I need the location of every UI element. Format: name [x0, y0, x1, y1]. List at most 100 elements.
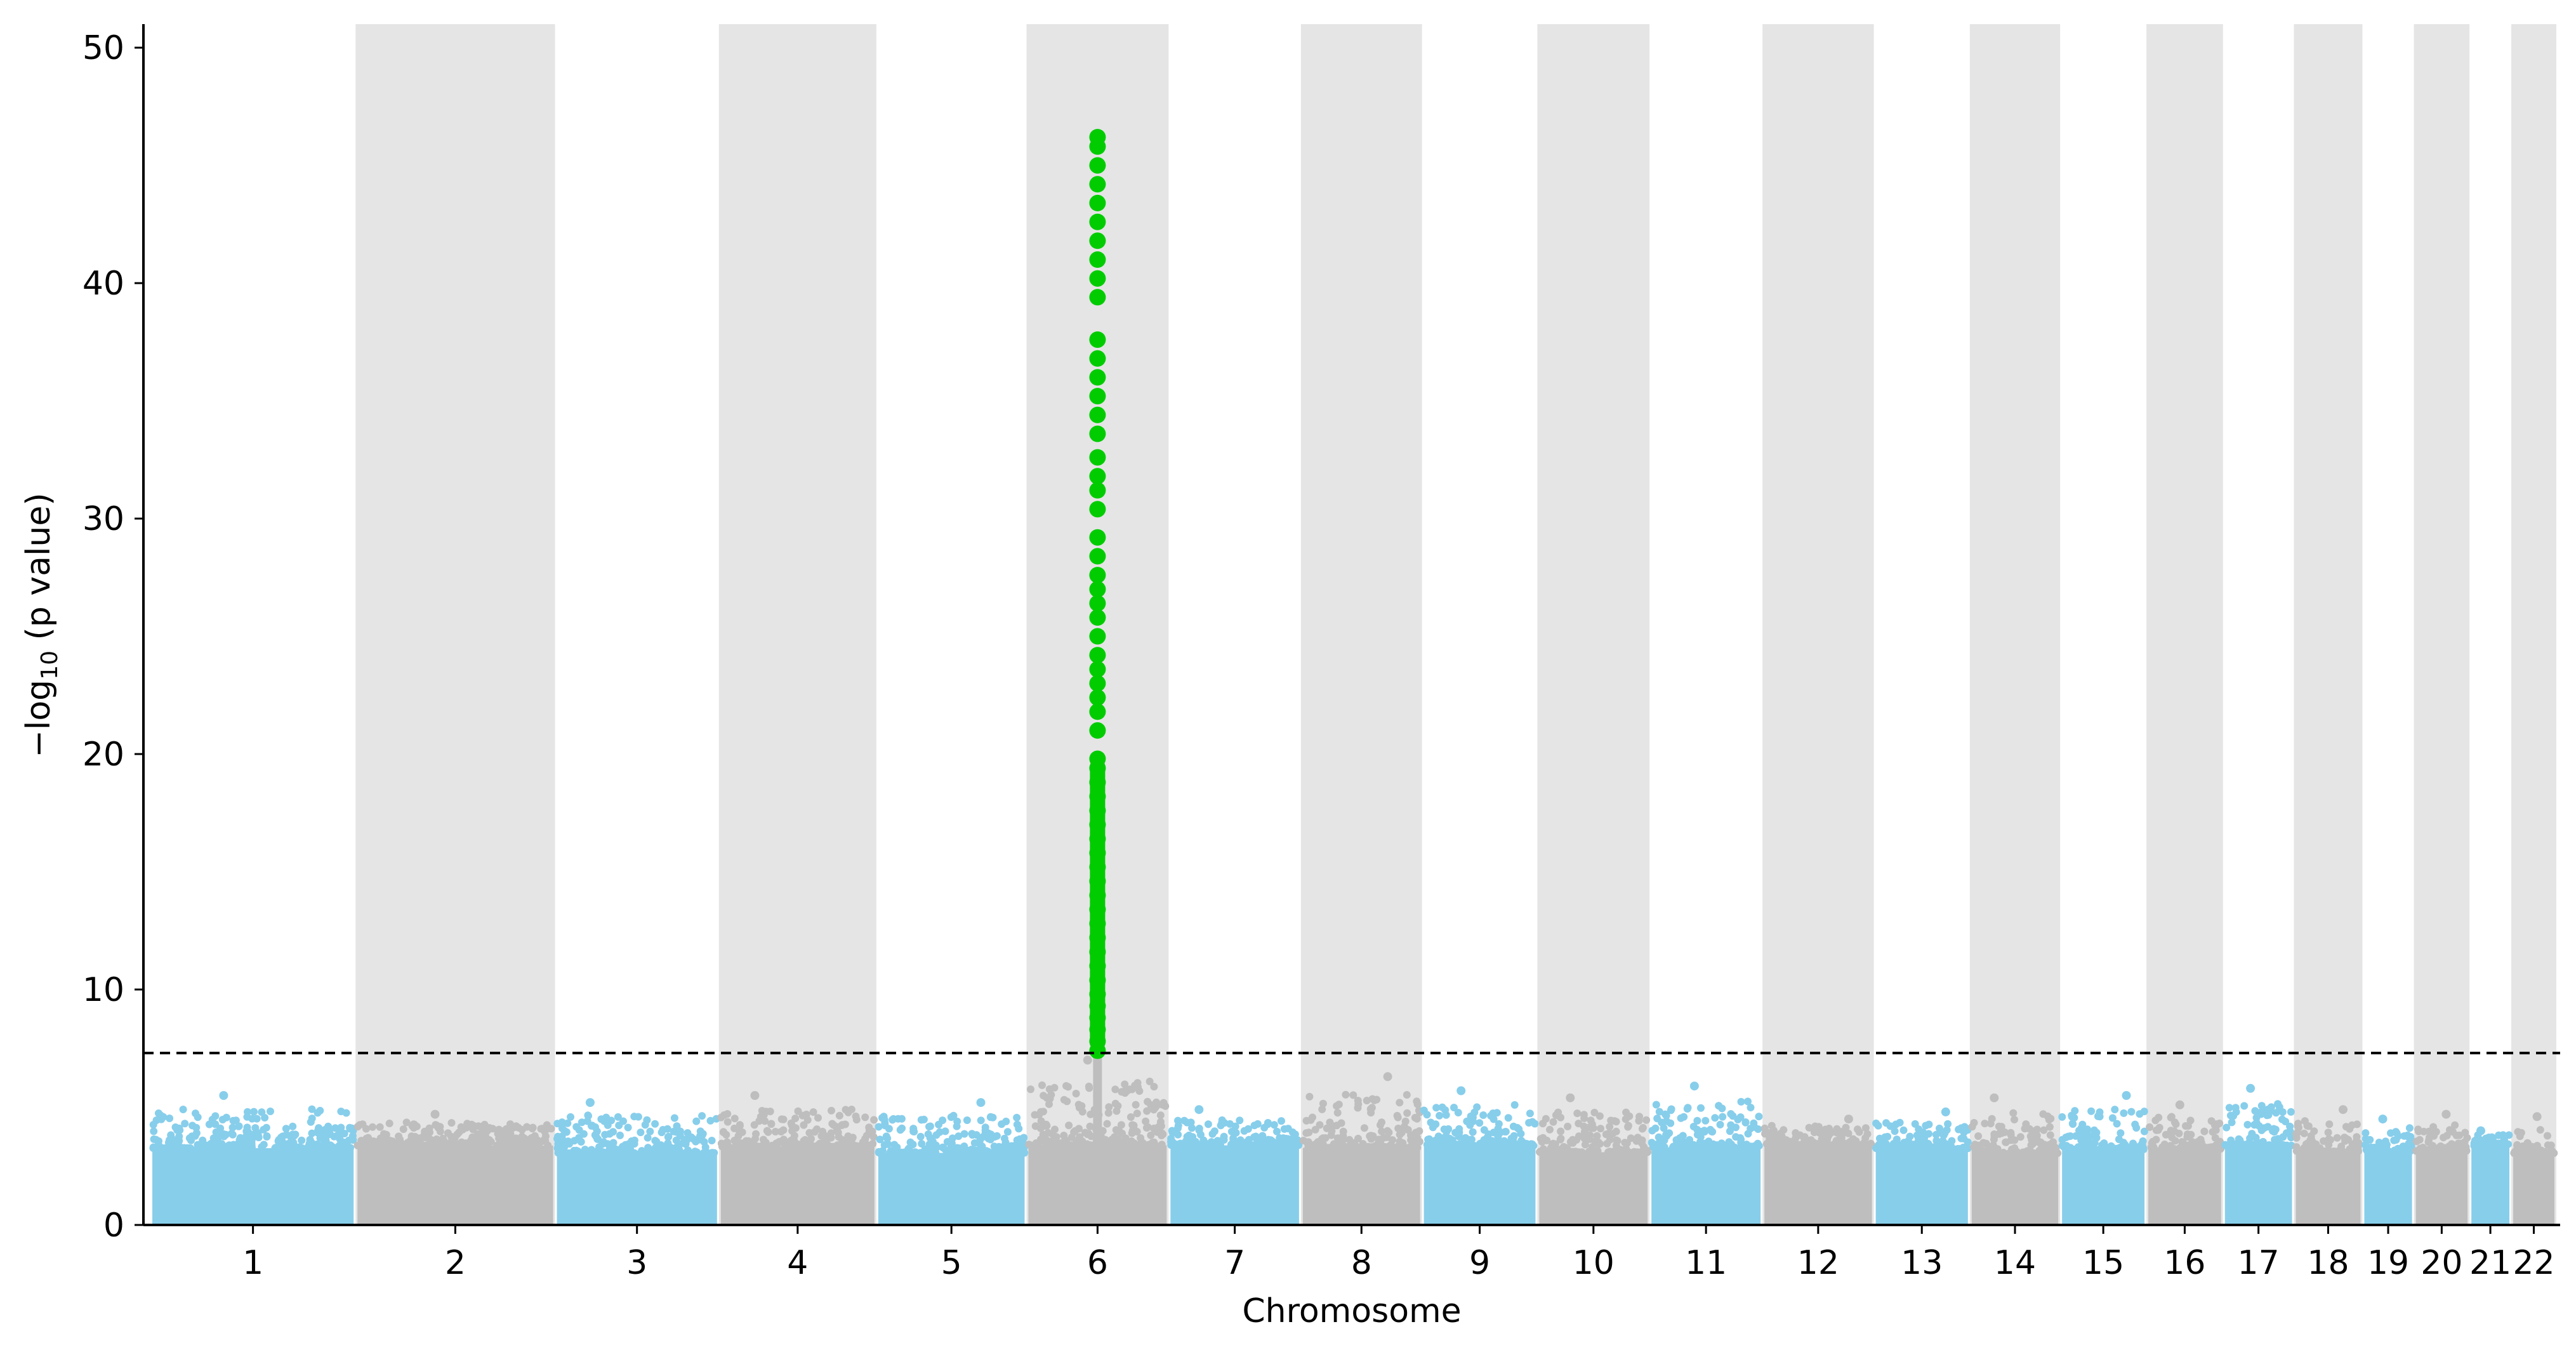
- snp-point: [1799, 1141, 1807, 1149]
- snp-point: [1146, 1077, 1154, 1085]
- snp-point: [731, 1136, 739, 1144]
- snp-point: [2454, 1146, 2462, 1155]
- snp-cluster: [2295, 1151, 2361, 1225]
- snp-point: [1407, 1142, 1415, 1150]
- snp-point: [861, 1113, 869, 1122]
- significant-snp-point: [1089, 350, 1106, 367]
- snp-point: [1662, 1111, 1670, 1120]
- snp-point: [168, 1135, 176, 1144]
- snp-point: [211, 1135, 220, 1144]
- snp-point: [185, 1134, 194, 1142]
- snp-peak-point: [2378, 1115, 2388, 1124]
- snp-point: [592, 1132, 600, 1141]
- chromosome-points-8: [1299, 1072, 1424, 1225]
- snp-point: [1438, 1103, 1446, 1111]
- snp-point: [1333, 1102, 1341, 1110]
- snp-peak-point: [1383, 1072, 1392, 1082]
- snp-point: [192, 1129, 201, 1137]
- snp-point: [1724, 1142, 1732, 1149]
- snp-point: [1349, 1091, 1357, 1099]
- snp-point: [1328, 1127, 1336, 1135]
- snp-point: [1072, 1090, 1080, 1097]
- snp-point: [1085, 1082, 1093, 1090]
- snp-point: [960, 1130, 968, 1138]
- snp-point: [1727, 1110, 1735, 1118]
- y-tick-label: 10: [83, 971, 124, 1009]
- snp-point: [529, 1123, 537, 1132]
- y-axis-title-main: −log: [20, 680, 58, 758]
- snp-point: [850, 1142, 859, 1151]
- snp-point: [717, 1113, 725, 1122]
- snp-point: [1118, 1129, 1126, 1137]
- snp-point: [2087, 1107, 2096, 1115]
- snp-point: [1979, 1139, 1988, 1147]
- x-tick-label: 6: [1087, 1244, 1108, 1282]
- significant-snp-point: [1089, 129, 1106, 146]
- snp-point: [646, 1127, 654, 1135]
- snp-point: [2179, 1142, 2187, 1150]
- snp-point: [1635, 1116, 1643, 1125]
- snp-point: [2303, 1122, 2311, 1130]
- snp-point: [2087, 1132, 2095, 1141]
- snp-point: [1389, 1136, 1396, 1144]
- snp-point: [1276, 1134, 1284, 1142]
- snp-point: [1639, 1123, 1647, 1132]
- snp-point: [1378, 1127, 1386, 1135]
- snp-point: [1466, 1142, 1474, 1150]
- snp-point: [1016, 1148, 1024, 1156]
- significant-snp-point: [1089, 331, 1106, 348]
- snp-point: [2200, 1127, 2209, 1135]
- snp-point: [1780, 1141, 1788, 1149]
- snp-point: [1652, 1101, 1660, 1109]
- snp-point: [385, 1120, 393, 1127]
- snp-point: [572, 1123, 581, 1131]
- significant-snp-cluster: [1090, 758, 1106, 1051]
- snp-point: [466, 1141, 475, 1148]
- snp-point: [1143, 1107, 1151, 1115]
- x-tick-label: 19: [2367, 1244, 2409, 1282]
- snp-point: [2223, 1123, 2231, 1132]
- snp-point: [180, 1144, 188, 1152]
- snp-point: [589, 1149, 597, 1157]
- snp-point: [616, 1131, 624, 1139]
- snp-point: [828, 1106, 835, 1115]
- snp-point: [1156, 1111, 1165, 1120]
- snp-point: [399, 1125, 407, 1134]
- snp-cluster: [1302, 1148, 1420, 1225]
- snp-point: [250, 1108, 258, 1116]
- snp-cluster: [2364, 1151, 2412, 1225]
- snp-point: [506, 1120, 514, 1128]
- snp-point: [1040, 1092, 1048, 1100]
- snp-point: [1270, 1121, 1278, 1129]
- snp-point: [2062, 1144, 2070, 1152]
- x-tick-label: 15: [2082, 1244, 2124, 1282]
- snp-point: [652, 1144, 660, 1151]
- snp-point: [1354, 1134, 1362, 1142]
- snp-point: [1252, 1132, 1260, 1141]
- snp-point: [1111, 1085, 1120, 1094]
- snp-point: [2068, 1145, 2077, 1153]
- snp-point: [2011, 1136, 2019, 1144]
- snp-point: [1898, 1141, 1905, 1149]
- snp-point: [2046, 1131, 2054, 1139]
- snp-point: [1575, 1120, 1583, 1128]
- snp-point: [261, 1114, 269, 1122]
- snp-point: [1113, 1141, 1121, 1149]
- snp-point: [884, 1140, 892, 1148]
- snp-point: [2488, 1142, 2496, 1150]
- snp-point: [1754, 1139, 1762, 1148]
- snp-point: [1874, 1122, 1882, 1130]
- snp-point: [1013, 1113, 1021, 1122]
- snp-point: [1299, 1137, 1307, 1144]
- snp-point: [864, 1142, 873, 1151]
- snp-point: [1800, 1135, 1808, 1143]
- snp-point: [2370, 1143, 2379, 1151]
- chromosome-band-22: [2511, 24, 2556, 1225]
- snp-point: [392, 1139, 400, 1148]
- snp-point: [680, 1135, 689, 1144]
- snp-point: [1126, 1113, 1135, 1121]
- snp-point: [643, 1116, 651, 1124]
- snp-peak-point: [2339, 1105, 2348, 1115]
- snp-points: [149, 1055, 2558, 1225]
- snp-point: [342, 1143, 350, 1151]
